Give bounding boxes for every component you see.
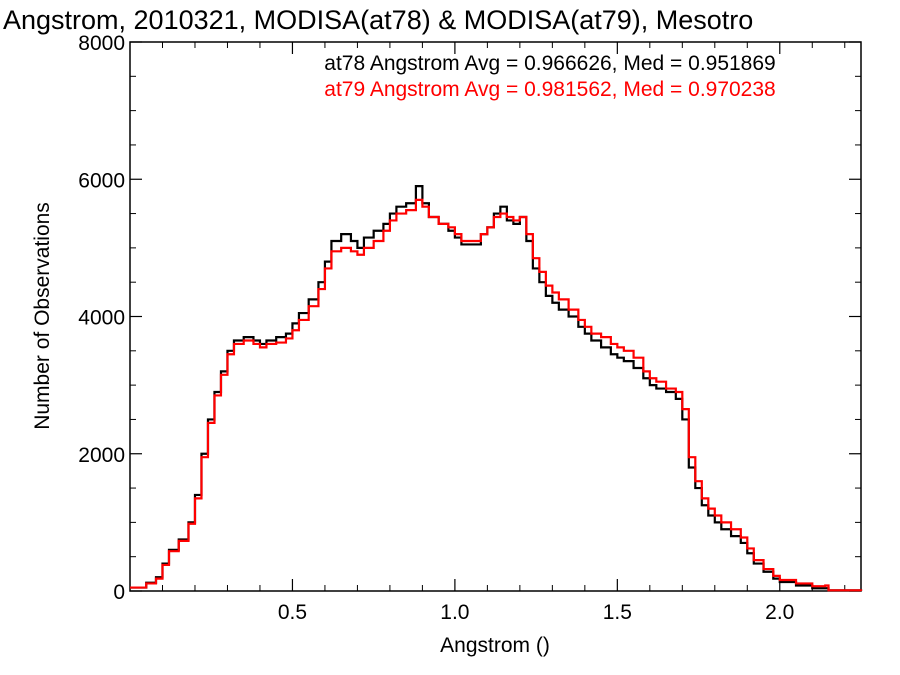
series-at78-line	[130, 185, 863, 592]
series-layer	[130, 185, 863, 592]
y-tick-label: 2000	[78, 444, 125, 467]
y-tick-label: 0	[113, 581, 125, 604]
y-tick-label: 8000	[78, 32, 125, 55]
series-at79-line	[130, 198, 863, 592]
plot-area	[129, 41, 862, 592]
annotation-at79: at79 Angstrom Avg = 0.981562, Med = 0.97…	[324, 78, 775, 101]
x-axis-label: Angstrom ()	[440, 634, 550, 657]
x-tick-label: 1.0	[440, 601, 469, 624]
chart-title: Angstrom, 2010321, MODISA(at78) & MODISA…	[3, 5, 753, 35]
x-tick-label: 2.0	[765, 601, 794, 624]
x-axis: 0.5 1.0 1.5 2.0	[161, 42, 846, 624]
y-axis: 0 2000 4000 6000 8000	[78, 32, 861, 604]
y-tick-label: 4000	[78, 307, 125, 330]
y-axis-label: Number of Observations	[31, 202, 54, 430]
y-tick-label: 6000	[78, 169, 125, 192]
x-tick-label: 0.5	[278, 601, 307, 624]
x-tick-label: 1.5	[603, 601, 632, 624]
plot-frame	[129, 41, 862, 592]
annotation-at78: at78 Angstrom Avg = 0.966626, Med = 0.95…	[324, 52, 775, 75]
